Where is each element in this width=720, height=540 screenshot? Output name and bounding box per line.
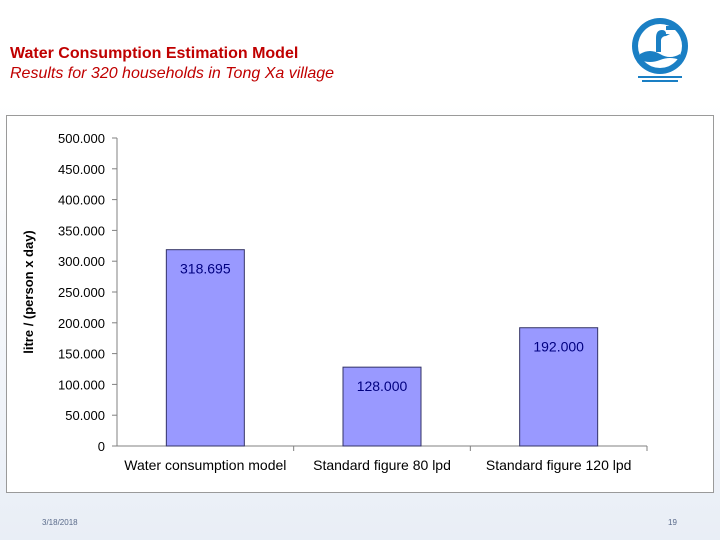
data-label: 192.000 [533,339,584,355]
y-tick-label: 50.000 [65,408,105,423]
y-tick-label: 250.000 [58,285,105,300]
y-tick-label: 500.000 [58,131,105,146]
slide-title: Water Consumption Estimation Model [10,45,299,62]
bar [342,366,422,447]
bar [165,249,245,447]
x-tick-label: Standard figure 120 lpd [486,457,632,473]
y-tick-label: 300.000 [58,254,105,269]
page-number: 19 [668,518,677,527]
title-block: Water Consumption Estimation Model Resul… [10,44,334,84]
y-tick-label: 400.000 [58,193,105,208]
y-tick-label: 200.000 [58,316,105,331]
heron-water-logo-icon [632,18,688,82]
footer-date: 3/18/2018 [42,518,78,527]
bar-chart: 0 50.000 100.000 150.000 200.000 250.000 300.0… [21,131,648,473]
data-label: 128.000 [357,378,408,394]
y-axis-title: litre / (person x day) [21,230,36,354]
y-tick-label: 350.000 [58,223,105,238]
x-tick-label: Water consumption model [124,457,286,473]
y-tick-label: 450.000 [58,162,105,177]
bar [519,327,599,447]
data-label: 318.695 [180,261,231,277]
chart-frame: 0 50.000 100.000 150.000 200.000 250.000 300.0… [6,115,714,493]
x-tick-label: Standard figure 80 lpd [313,457,451,473]
y-tick-label: 0 [98,439,105,454]
y-tick-label: 100.000 [58,377,105,392]
slide-subtitle: Results for 320 households in Tong Xa vi… [10,65,335,82]
y-tick-label: 150.000 [58,347,105,362]
